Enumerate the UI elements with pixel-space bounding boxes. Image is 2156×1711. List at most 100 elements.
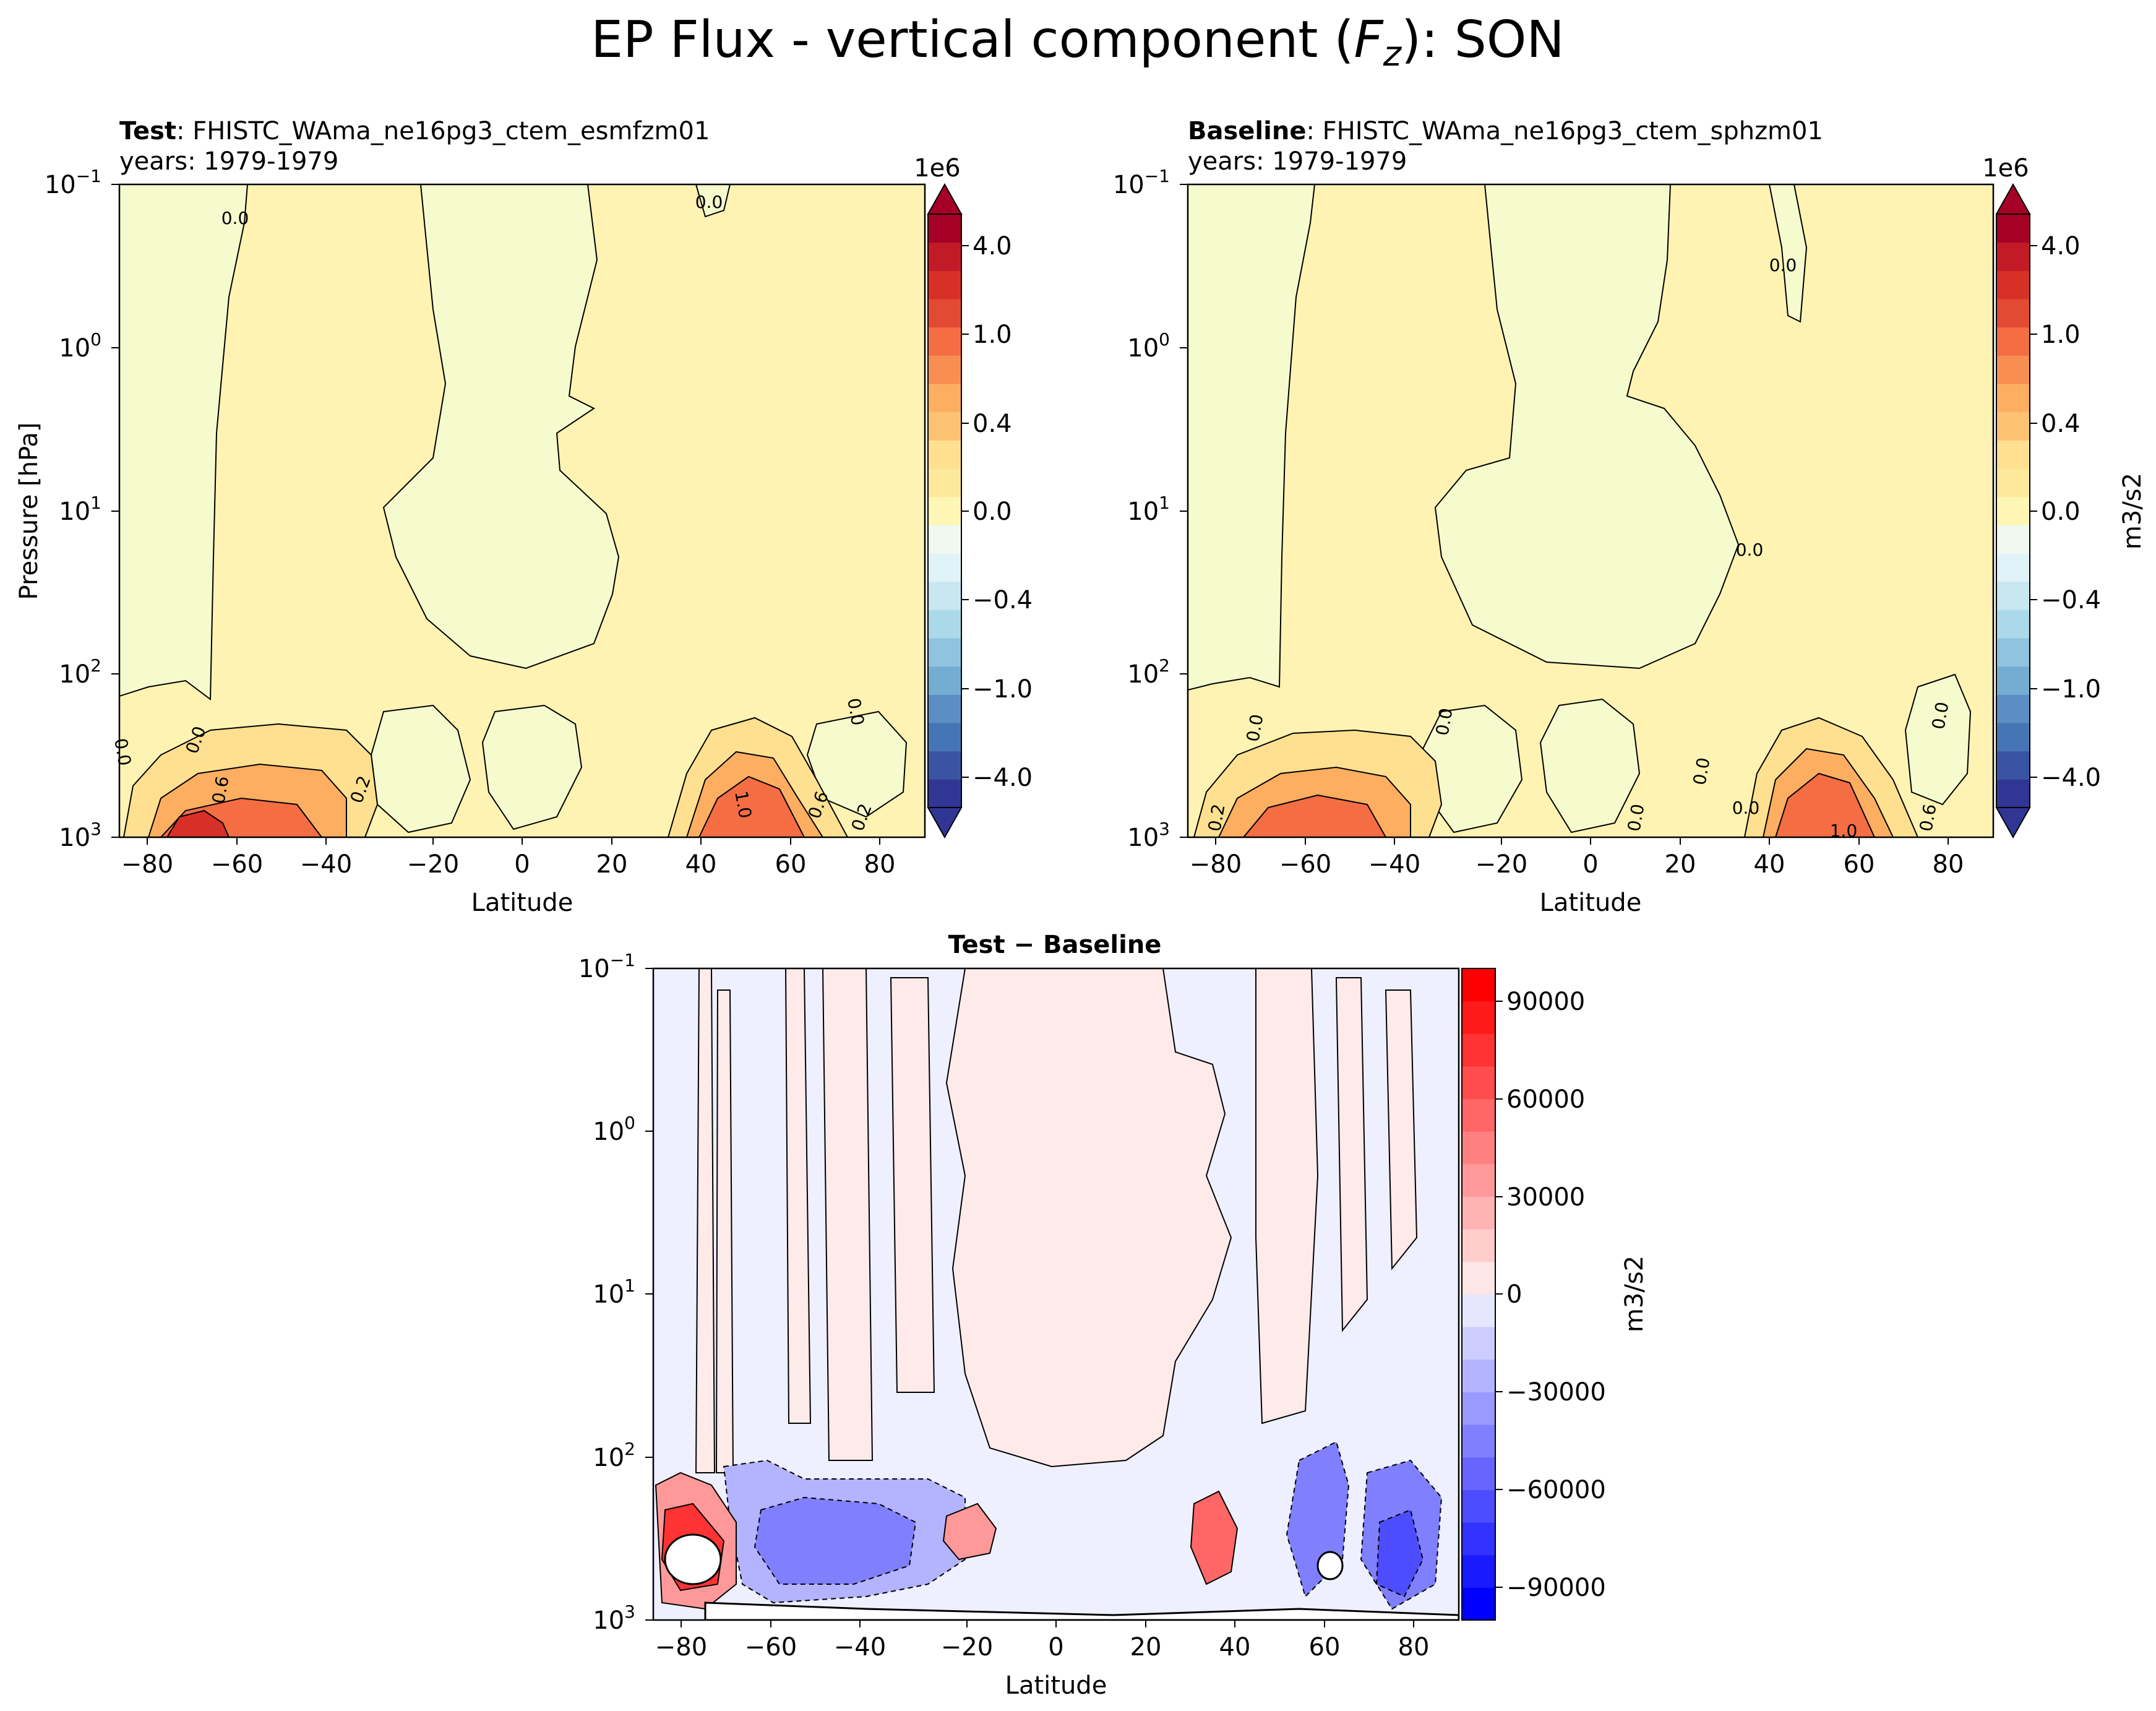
x-tick-label: −80 — [1190, 850, 1242, 879]
diff-x-tick-marks — [681, 1620, 1414, 1627]
colorbar-band — [1462, 1554, 1495, 1588]
baseline-y-axis: 10−1 100 101 102 103 — [1113, 166, 1188, 852]
colorbar-band — [928, 553, 961, 582]
test-pos-lobe-south-core — [166, 809, 230, 837]
test-neg-region-low2 — [481, 704, 583, 830]
baseline-contour-label: 0.0 — [1623, 803, 1648, 834]
colorbar-band — [1462, 1424, 1495, 1458]
test-title-bold: Test — [119, 117, 176, 145]
suptitle: EP Flux - vertical component (Fz): SON — [591, 11, 1564, 74]
diff-pos-blob-mid — [942, 1502, 997, 1561]
y-tick-base: 10 — [1127, 660, 1159, 689]
colorbar-band — [1462, 1294, 1495, 1327]
colorbar-band — [928, 412, 961, 441]
test-y-tick-marks — [111, 184, 119, 838]
colorbar-band — [1462, 1261, 1495, 1295]
colorbar-band — [928, 242, 961, 271]
baseline-xlabel: Latitude — [1540, 889, 1642, 917]
baseline-contour-label: 0.0 — [1732, 798, 1760, 818]
colorbar-band — [1462, 1163, 1495, 1197]
y-tick-exp: 2 — [1159, 655, 1170, 676]
y-tick-exp: −1 — [1145, 166, 1170, 186]
cbar-tick-label: 4.0 — [973, 232, 1012, 261]
colorbar-band — [1996, 412, 2030, 441]
baseline-years: years: 1979-1979 — [1188, 147, 1407, 176]
x-tick-label: 20 — [596, 850, 628, 879]
panel-diff: Test − Baseline — [578, 931, 1649, 1700]
baseline-title: Baseline: FHISTC_WAma_ne16pg3_ctem_sphzm… — [1188, 117, 1823, 145]
colorbar-band — [1996, 384, 2030, 413]
diff-pos-blob-north — [1190, 1490, 1239, 1585]
y-tick-label: 101 — [59, 493, 101, 526]
baseline-pos-lobe-south-inner — [1242, 794, 1387, 837]
colorbar-band — [928, 694, 961, 723]
colorbar-band — [928, 723, 961, 752]
diff-colorbar: 90000 60000 30000 0 −30000 −60000 −90000… — [1461, 968, 1649, 1621]
cbar-tick-label: −4.0 — [2041, 764, 2101, 792]
colorbar-band — [928, 384, 961, 413]
colorbar-band — [928, 468, 961, 498]
x-tick-label: −40 — [300, 850, 352, 879]
cbar-tick-label: 1.0 — [973, 321, 1012, 349]
diff-pos-region — [695, 968, 716, 1473]
baseline-colorbar-offset: 1e6 — [1982, 154, 2029, 183]
colorbar-band — [928, 270, 961, 300]
baseline-x-tick-marks — [1215, 837, 1949, 845]
panel-baseline: Baseline: FHISTC_WAma_ne16pg3_ctem_sphzm… — [1113, 117, 2147, 917]
baseline-contour-label: 0.0 — [1736, 540, 1764, 560]
baseline-x-axis: −80 −60 −40 −20 0 20 40 60 80 Latitude — [1190, 837, 1964, 917]
diff-x-axis: −80 −60 −40 −20 0 20 40 60 80 Latitude — [655, 1620, 1429, 1700]
baseline-contour-label: 0.0 — [1689, 756, 1714, 787]
colorbar-band — [1996, 440, 2030, 469]
colorbar-band — [1462, 1229, 1495, 1262]
cbar-tick-label: −90000 — [1506, 1574, 1606, 1602]
diff-y-tick-marks — [645, 968, 653, 1621]
panel-test: Test: FHISTC_WAma_ne16pg3_ctem_esmfzm01 … — [15, 117, 1033, 917]
diff-pos-region — [945, 968, 1232, 1468]
colorbar-band — [1462, 1098, 1495, 1132]
baseline-neg-region-right — [1768, 184, 1808, 323]
colorbar-band — [1462, 968, 1495, 1002]
colorbar-band — [928, 214, 961, 243]
colorbar-band — [928, 525, 961, 554]
baseline-colorbar-extend-max — [1995, 183, 2031, 215]
cbar-tick-label: 0.0 — [2041, 498, 2081, 526]
y-tick-base: 10 — [578, 955, 610, 983]
baseline-contour-label: 0.0 — [1769, 255, 1797, 275]
colorbar-band — [1462, 1392, 1495, 1425]
colorbar-band — [928, 610, 961, 639]
cbar-tick-label: 4.0 — [2041, 232, 2081, 261]
test-y-axis: 10−1 100 101 102 103 Pressure [hPa] — [15, 166, 119, 852]
y-tick-base: 10 — [1113, 171, 1145, 199]
y-tick-exp: 2 — [624, 1439, 635, 1459]
baseline-contour-label: 0.0 — [1242, 713, 1267, 744]
colorbar-band — [1462, 1131, 1495, 1165]
baseline-contour-label: 1.0 — [1830, 821, 1858, 841]
test-contour-label: 0.0 — [843, 696, 868, 727]
colorbar-band — [928, 638, 961, 667]
colorbar-band — [1462, 1033, 1495, 1067]
y-tick-exp: 1 — [624, 1275, 635, 1296]
colorbar-band — [1462, 1327, 1495, 1360]
test-contour-label: 1.0 — [731, 789, 755, 820]
colorbar-band — [1996, 299, 2030, 328]
cbar-tick-label: −0.4 — [2041, 586, 2101, 614]
x-tick-label: 60 — [1309, 1633, 1341, 1661]
colorbar-band — [1996, 610, 2030, 639]
test-neg-region-right — [695, 184, 731, 218]
cbar-tick-label: −30000 — [1506, 1378, 1606, 1407]
y-tick-base: 10 — [593, 1118, 624, 1146]
cbar-tick-label: −60000 — [1506, 1476, 1606, 1504]
x-tick-label: 60 — [1844, 850, 1875, 879]
y-tick-label: 102 — [1127, 655, 1170, 689]
x-tick-label: −80 — [655, 1633, 707, 1661]
y-tick-exp: 3 — [1159, 819, 1170, 839]
diff-xlabel: Latitude — [1005, 1671, 1107, 1700]
y-tick-base: 10 — [1127, 334, 1159, 363]
y-tick-label: 10−1 — [578, 950, 635, 983]
suptitle-prefix: EP Flux - vertical component ( — [591, 11, 1354, 69]
test-contour-label: 0.0 — [221, 208, 249, 228]
cbar-tick-label: 90000 — [1506, 988, 1585, 1016]
colorbar-band — [1996, 723, 2030, 752]
x-tick-label: −20 — [941, 1633, 993, 1661]
